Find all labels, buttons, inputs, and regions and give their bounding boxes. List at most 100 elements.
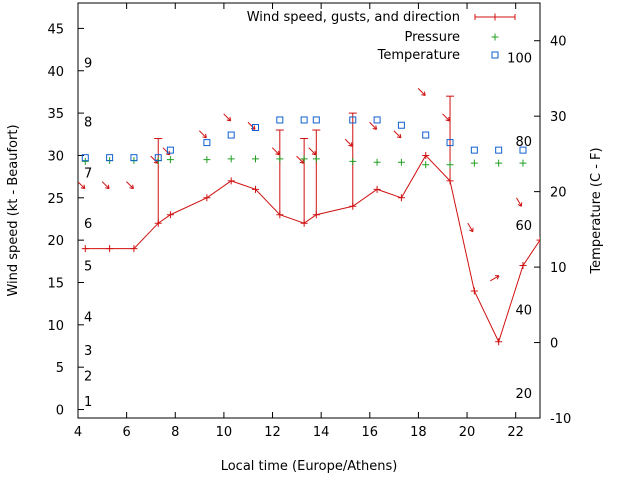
wind-direction-arrow xyxy=(296,155,305,164)
y-tick-label: 0 xyxy=(56,404,64,419)
beaufort-label: 4 xyxy=(84,310,92,325)
x-tick-label: 6 xyxy=(122,425,130,440)
temperature-point xyxy=(373,116,381,124)
pressure-point xyxy=(276,155,284,163)
temperature-point xyxy=(300,116,308,124)
wind-point xyxy=(446,177,454,185)
wind-point xyxy=(300,219,308,227)
y-tick-label: 35 xyxy=(47,107,64,122)
fahrenheit-label: 80 xyxy=(515,135,532,150)
wind-point xyxy=(536,236,540,244)
wind-point xyxy=(495,338,503,346)
wind-speed-line xyxy=(85,154,540,344)
wind-direction-arrow xyxy=(308,147,317,156)
wind-point xyxy=(422,151,430,159)
pressure-point xyxy=(373,158,381,166)
y-tick-label: 45 xyxy=(47,22,64,37)
wind-direction-arrow xyxy=(369,121,378,130)
legend-label-pressure: Pressure xyxy=(404,30,460,45)
legend: Wind speed, gusts, and direction Pressure… xyxy=(247,10,516,63)
wind-point xyxy=(373,185,381,193)
temperature-point xyxy=(166,146,174,154)
temperature-point xyxy=(106,154,114,162)
pressure-point xyxy=(422,161,430,169)
wind-direction-arrow xyxy=(150,155,159,164)
beaufort-label: 3 xyxy=(84,344,92,359)
beaufort-label: 8 xyxy=(84,116,92,131)
wind-point xyxy=(106,245,114,253)
wind-direction-arrow xyxy=(417,88,426,96)
wind-point xyxy=(470,287,478,295)
wind-direction-arrow xyxy=(198,130,207,139)
wind-direction-arrow xyxy=(101,181,110,190)
temperature-point xyxy=(446,139,454,147)
x-tick-label: 10 xyxy=(216,425,233,440)
wind-direction-arrow xyxy=(344,138,353,147)
pressure-point xyxy=(470,159,478,167)
legend-marker-pressure xyxy=(491,33,499,41)
y-tick-label: 10 xyxy=(47,319,64,334)
y-tick-label: 20 xyxy=(47,234,64,249)
x-tick-label: 16 xyxy=(362,425,379,440)
x-tick-label: 22 xyxy=(507,425,524,440)
legend-marker-temperature xyxy=(491,51,499,59)
beaufort-label: 6 xyxy=(84,217,92,232)
temperature-point xyxy=(203,139,211,147)
temperature-point xyxy=(495,146,503,154)
fahrenheit-label: 20 xyxy=(515,387,532,402)
y2-tick-label: 20 xyxy=(550,186,567,201)
temperature-point xyxy=(130,154,138,162)
wind-point xyxy=(349,202,357,210)
y2-tick-label: 0 xyxy=(550,337,558,352)
y-tick-label: 30 xyxy=(47,149,64,164)
x-tick-label: 18 xyxy=(410,425,427,440)
fahrenheit-label: 100 xyxy=(507,51,532,66)
wind-direction-arrow xyxy=(442,113,451,122)
wind-point xyxy=(397,194,405,202)
x-axis-label: Local time (Europe/Athens) xyxy=(221,459,398,474)
x-tick-label: 20 xyxy=(459,425,476,440)
fahrenheit-label: 60 xyxy=(515,219,532,234)
temperature-point xyxy=(276,116,284,124)
temperature-point xyxy=(81,154,89,162)
wind-direction-arrow xyxy=(271,147,280,156)
beaufort-label: 7 xyxy=(84,166,92,181)
y-axis-label: Wind speed (kt - Beaufort) xyxy=(6,124,21,296)
wind-direction-arrow xyxy=(393,130,402,139)
axes-group xyxy=(77,2,541,419)
x-tick-label: 14 xyxy=(313,425,330,440)
pressure-point xyxy=(312,155,320,163)
temperature-point xyxy=(397,121,405,129)
temperature-point xyxy=(154,154,162,162)
wind-direction-arrow xyxy=(162,147,171,156)
temperature-point xyxy=(252,124,260,131)
wind-point xyxy=(312,211,320,219)
plot-frame xyxy=(77,2,541,419)
wind-point xyxy=(227,177,235,185)
wind-point xyxy=(166,211,174,219)
pressure-point xyxy=(203,156,211,164)
pressure-point xyxy=(397,158,405,166)
beaufort-label: 5 xyxy=(84,260,92,275)
pressure-point xyxy=(519,159,527,167)
y2-tick-label: 40 xyxy=(550,35,567,50)
y2-tick-label: -10 xyxy=(550,412,571,427)
pressure-point xyxy=(300,155,308,163)
pressure-point xyxy=(349,157,357,165)
temperature-point xyxy=(470,146,478,154)
wind-direction-arrow xyxy=(126,181,134,190)
tick-labels-group: 4 6 8 10 12 14 16 18 20 22051015202530354045-1001… xyxy=(47,22,571,440)
beaufort-label: 1 xyxy=(84,395,92,410)
beaufort-label: 2 xyxy=(84,370,92,385)
temperature-point xyxy=(227,131,235,139)
wind-direction-arrow xyxy=(467,222,474,233)
temperature-point xyxy=(312,116,320,124)
wind-direction-arrow xyxy=(223,113,232,122)
pressure-point xyxy=(252,155,260,163)
fahrenheit-label: 40 xyxy=(515,303,532,318)
temperature-point xyxy=(422,131,430,139)
pressure-point xyxy=(81,157,89,165)
temperature-point xyxy=(349,116,357,124)
wind-point xyxy=(130,245,138,253)
